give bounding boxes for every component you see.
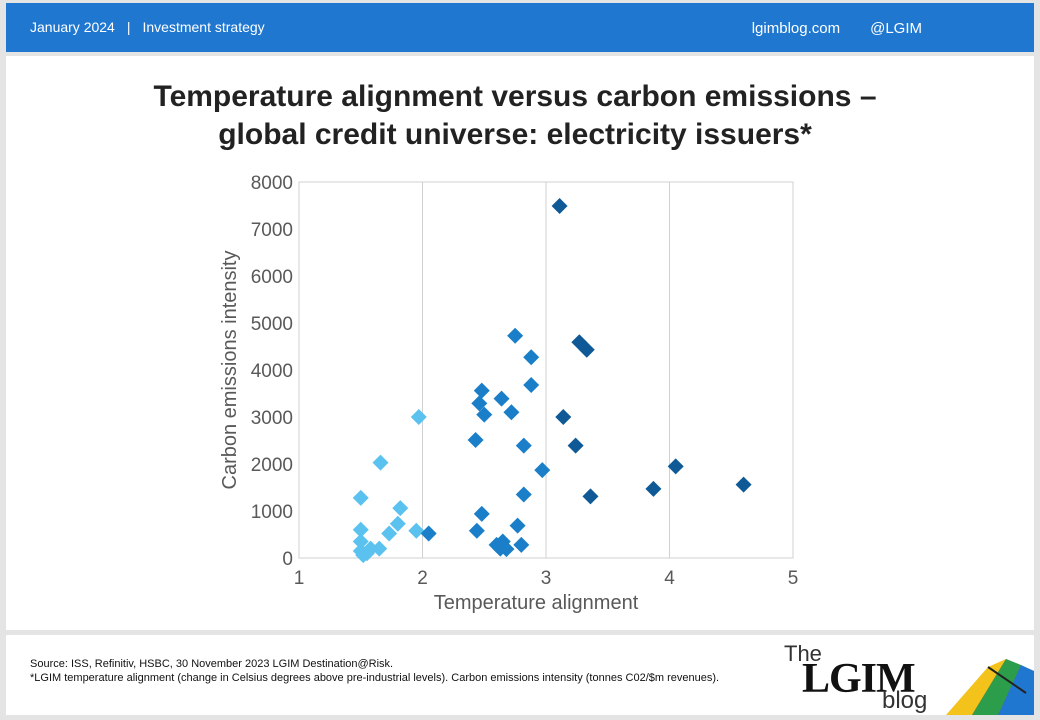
x-tick-label: 2	[417, 568, 428, 589]
y-tick-label: 7000	[251, 220, 293, 241]
data-point	[645, 480, 662, 497]
chart-title: Temperature alignment versus carbon emis…	[6, 78, 1024, 154]
data-point	[471, 395, 488, 412]
data-point	[503, 404, 520, 421]
data-point	[371, 540, 388, 557]
site-link[interactable]: lgimblog.com	[751, 20, 841, 37]
logo-the: The	[784, 641, 822, 666]
data-point	[509, 517, 526, 534]
data-point	[473, 505, 490, 522]
y-tick-label: 4000	[251, 361, 293, 382]
data-point	[578, 341, 595, 358]
data-point	[408, 522, 425, 539]
data-point	[551, 197, 568, 214]
data-point	[473, 382, 490, 399]
header-separator: |	[126, 19, 131, 35]
header-section[interactable]: Investment strategy	[142, 19, 265, 35]
data-point	[523, 377, 540, 394]
y-axis-label: Carbon emissions intensity	[219, 251, 241, 490]
data-point	[515, 486, 532, 503]
y-tick-label: 1000	[251, 502, 293, 523]
umbrella-icon	[946, 659, 1034, 715]
twitter-handle[interactable]: @LGIM	[870, 20, 922, 37]
data-point	[567, 437, 584, 454]
data-point	[352, 489, 369, 506]
chart-panel: Temperature alignment versus carbon emis…	[6, 56, 1034, 630]
y-tick-label: 8000	[251, 173, 293, 194]
data-point	[534, 462, 551, 479]
source-text: Source: ISS, Refinitiv, HSBC, 30 Novembe…	[30, 658, 394, 670]
data-point	[467, 432, 484, 449]
x-tick-label: 4	[664, 568, 675, 589]
data-point	[735, 476, 752, 493]
data-point	[352, 533, 369, 550]
y-tick-label: 6000	[251, 267, 293, 288]
logo-lgim: LGIM	[802, 656, 916, 702]
lgim-blog-logo[interactable]: The LGIM blog	[776, 641, 1034, 715]
footnote-text: *LGIM temperature alignment (change in C…	[30, 672, 720, 684]
data-point	[498, 541, 515, 558]
y-tick-label: 5000	[251, 314, 293, 335]
data-point	[476, 406, 493, 423]
footer: Source: ISS, Refinitiv, HSBC, 30 Novembe…	[6, 635, 1034, 715]
title-line-1: Temperature alignment versus carbon emis…	[153, 80, 877, 113]
logo-blog: blog	[882, 687, 928, 714]
scatter-chart: 1 2 3 4 5 0 1000 2000 3000 4000 5000 6000 7000 8000 Te…	[219, 173, 799, 614]
data-point	[523, 349, 540, 366]
data-point	[410, 409, 427, 425]
data-point	[381, 525, 398, 542]
x-tick-label: 3	[541, 568, 552, 589]
header-right: lgimblog.com @LGIM	[752, 20, 922, 37]
data-point	[392, 500, 409, 517]
data-point	[372, 454, 389, 471]
data-point	[493, 390, 510, 407]
data-point	[468, 522, 485, 539]
header-left: January 2024 | Investment strategy	[30, 19, 265, 35]
data-point	[389, 515, 406, 532]
data-point	[582, 488, 599, 505]
data-point	[515, 437, 532, 454]
data-point	[667, 458, 684, 475]
y-tick-label: 0	[282, 549, 293, 570]
x-tick-label: 5	[788, 568, 799, 589]
header-date: January 2024	[30, 19, 115, 35]
source-notes: Source: ISS, Refinitiv, HSBC, 30 Novembe…	[30, 657, 719, 685]
data-point	[507, 327, 524, 344]
data-point	[420, 525, 437, 542]
data-point	[513, 536, 530, 553]
data-point	[352, 521, 369, 538]
x-tick-label: 1	[294, 568, 305, 589]
data-point	[362, 540, 379, 557]
x-axis-label: Temperature alignment	[434, 592, 639, 614]
y-tick-label: 2000	[251, 455, 293, 476]
y-tick-label: 3000	[251, 408, 293, 429]
top-banner: January 2024 | Investment strategy lgimblo…	[6, 3, 1034, 52]
title-line-2: global credit universe: electricity issu…	[218, 118, 812, 151]
data-point	[555, 409, 572, 425]
